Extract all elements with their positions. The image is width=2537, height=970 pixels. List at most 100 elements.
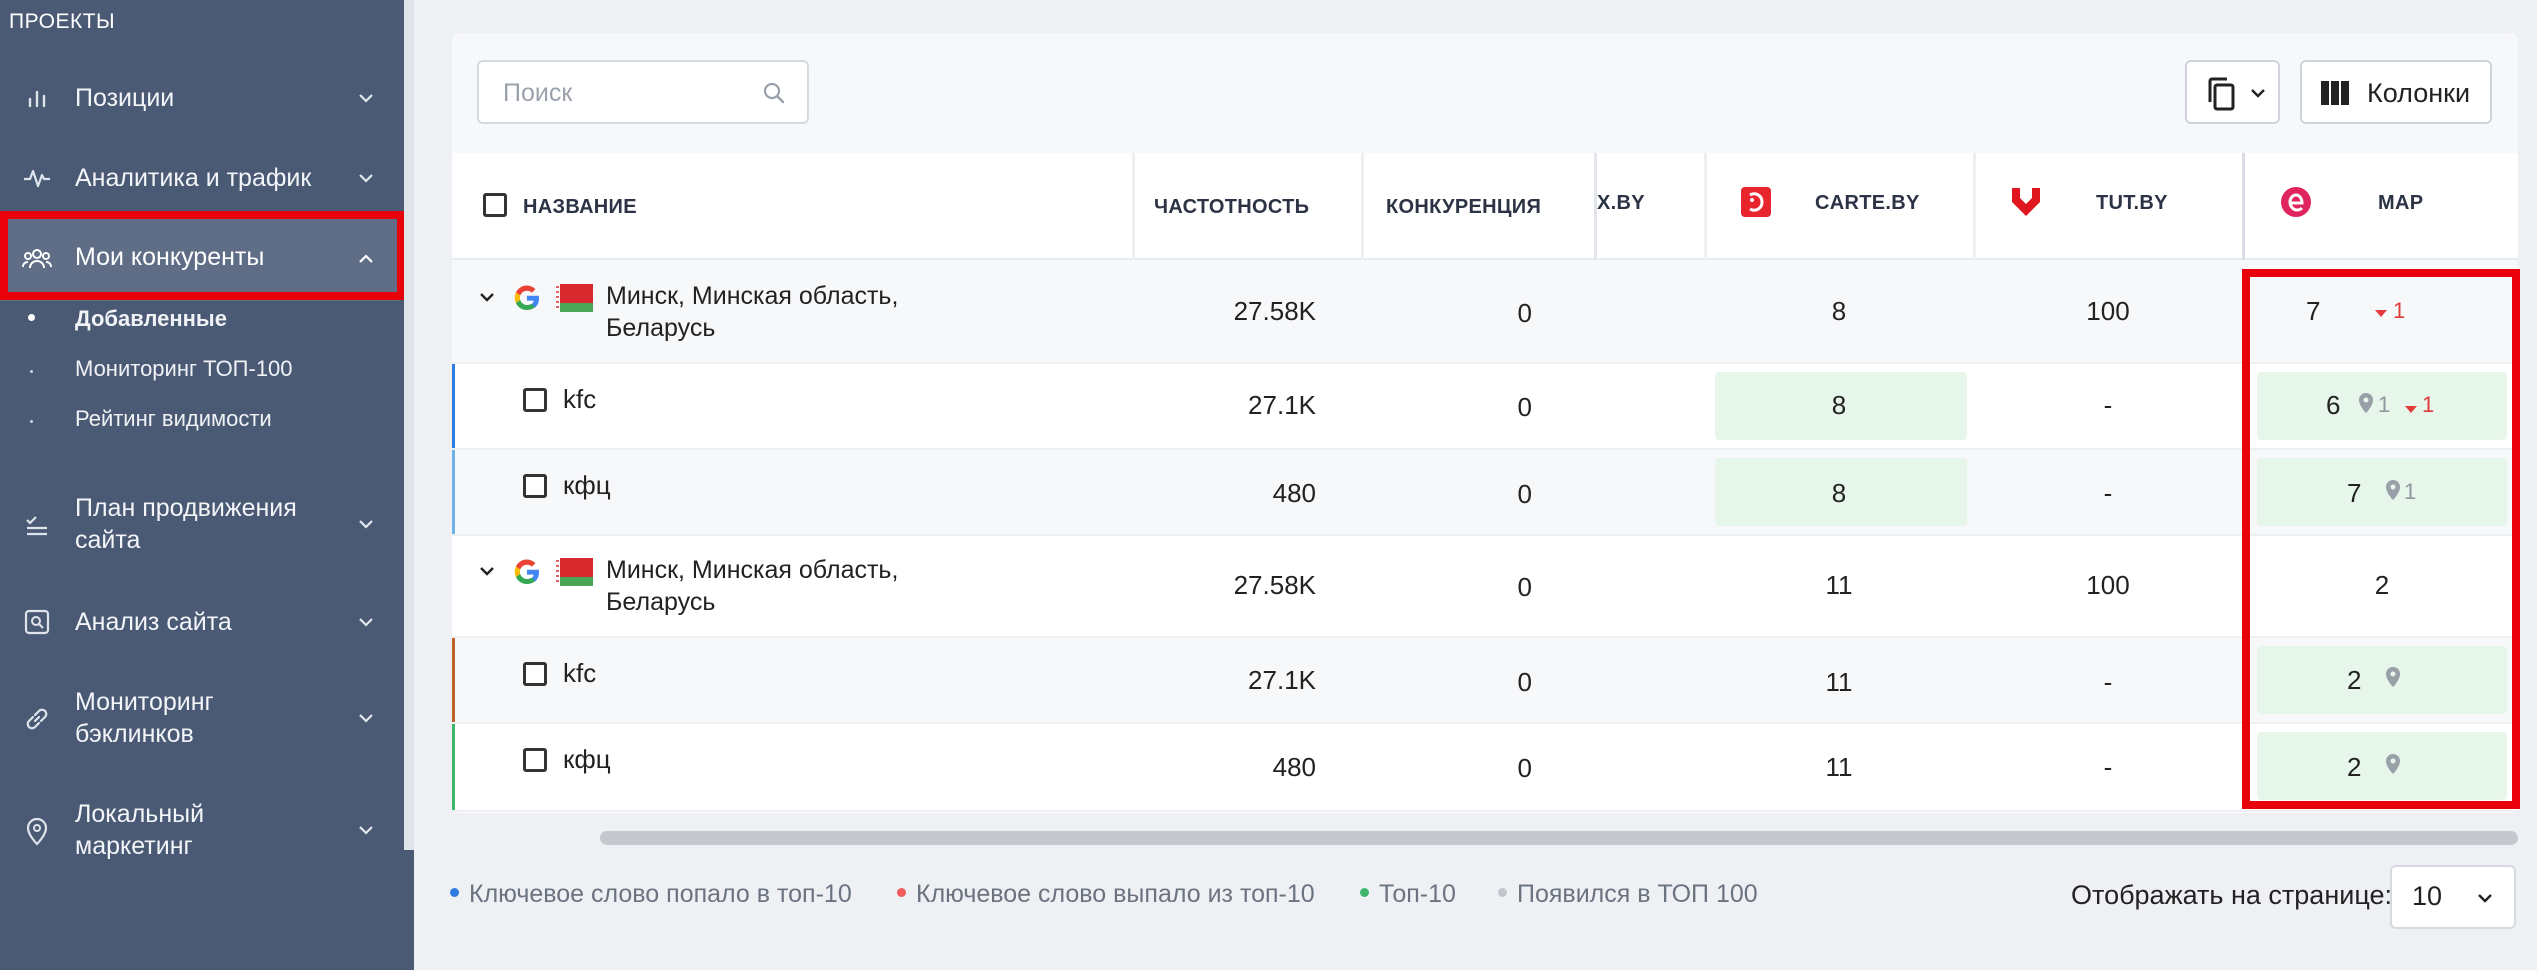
sidebar-item-analytics[interactable]: Аналитика и трафик bbox=[0, 160, 400, 196]
region-name: Беларусь bbox=[606, 314, 716, 342]
site-search-icon bbox=[20, 605, 54, 639]
header-partial-column[interactable]: X.BY bbox=[1597, 192, 1645, 214]
frequency-value: 480 bbox=[1272, 752, 1316, 782]
sidebar-item-backlinks[interactable]: Мониторинг бэклинков bbox=[0, 686, 400, 750]
columns-label: Колонки bbox=[2367, 78, 2471, 108]
map-position: 7 bbox=[2347, 478, 2362, 508]
table-row[interactable] bbox=[452, 638, 2518, 724]
status-bar bbox=[452, 638, 455, 722]
table-row-group[interactable] bbox=[452, 260, 2518, 364]
search-box[interactable] bbox=[477, 60, 809, 124]
google-icon bbox=[512, 557, 542, 592]
sidebar-subitem-top100[interactable]: Мониторинг ТОП-100 bbox=[75, 356, 293, 381]
bar-chart-icon bbox=[20, 81, 54, 115]
tut-position: - bbox=[2103, 752, 2113, 782]
legend-item: Появился в ТОП 100 bbox=[1498, 880, 1758, 909]
sidebar-subitem-visibility[interactable]: Рейтинг видимости bbox=[75, 406, 272, 431]
header-competition[interactable]: КОНКУРЕНЦИЯ bbox=[1386, 196, 1542, 218]
region-name: Минск, Минская область, bbox=[606, 556, 899, 584]
sidebar-item-label: бэклинков bbox=[75, 720, 194, 748]
top10-cell-bg bbox=[2257, 732, 2507, 800]
keyword: kfc bbox=[563, 658, 597, 688]
table-row-group[interactable] bbox=[452, 536, 2518, 638]
table-row[interactable] bbox=[452, 364, 2518, 450]
blue-dot-icon bbox=[450, 887, 459, 897]
search-icon[interactable] bbox=[761, 80, 787, 111]
sidebar-item-label: маркетинг bbox=[75, 832, 193, 860]
keyword: kfc bbox=[563, 384, 597, 414]
row-checkbox[interactable] bbox=[523, 748, 547, 772]
sidebar-item-positions[interactable]: Позиции bbox=[0, 80, 400, 116]
chevron-up-icon bbox=[354, 247, 378, 271]
region-name: Беларусь bbox=[606, 588, 716, 616]
sidebar-item-label: Аналитика и трафик bbox=[75, 164, 312, 192]
sidebar-item-plan[interactable]: План продвижения сайта bbox=[0, 492, 400, 556]
sidebar-item-label: Анализ сайта bbox=[75, 608, 232, 636]
users-icon bbox=[20, 242, 54, 276]
status-bar bbox=[452, 364, 455, 448]
keyword: кфц bbox=[563, 470, 611, 500]
red-dot-icon bbox=[897, 887, 906, 897]
sidebar-item-site-analysis[interactable]: Анализ сайта bbox=[0, 604, 400, 640]
header-frequency[interactable]: ЧАСТОТНОСТЬ bbox=[1154, 196, 1310, 218]
row-checkbox[interactable] bbox=[523, 662, 547, 686]
top10-cell-bg bbox=[2257, 646, 2507, 714]
per-page-select[interactable]: 10 bbox=[2390, 865, 2516, 929]
sidebar-section-title: ПРОЕКТЫ bbox=[9, 10, 116, 33]
sidebar-item-local-marketing[interactable]: Локальный маркетинг bbox=[0, 798, 400, 862]
sidebar-item-label: План продвижения bbox=[75, 494, 297, 522]
competition-value: 0 bbox=[1517, 572, 1532, 602]
row-checkbox[interactable] bbox=[523, 474, 547, 498]
header-carte[interactable]: CARTE.BY bbox=[1815, 192, 1920, 214]
table-row[interactable] bbox=[452, 724, 2518, 812]
table-row[interactable] bbox=[452, 450, 2518, 536]
chevron-down-icon bbox=[354, 706, 378, 730]
gray-dot-icon bbox=[1498, 887, 1507, 897]
tut-logo-icon bbox=[2010, 186, 2042, 223]
select-all-checkbox[interactable] bbox=[483, 193, 507, 217]
frequency-value: 480 bbox=[1272, 478, 1316, 508]
horizontal-scrollbar[interactable] bbox=[600, 831, 2518, 845]
map-pin-icon bbox=[2384, 664, 2402, 693]
header-name[interactable]: НАЗВАНИЕ bbox=[523, 196, 637, 218]
carte-position: 8 bbox=[1831, 478, 1847, 508]
top10-cell-bg bbox=[1715, 372, 1967, 440]
competitors-highlight bbox=[0, 211, 405, 300]
sidebar-item-label: Мониторинг bbox=[75, 688, 214, 716]
map-pin-count: 1 bbox=[2378, 392, 2391, 417]
search-input[interactable] bbox=[501, 72, 745, 114]
sidebar: ПРОЕКТЫ Позиции Аналитика и трафик Мои к… bbox=[0, 0, 414, 970]
top10-cell-bg bbox=[2257, 458, 2507, 526]
competition-value: 0 bbox=[1517, 479, 1532, 509]
header-tut[interactable]: TUT.BY bbox=[2096, 192, 2168, 214]
columns-icon bbox=[2320, 80, 2350, 111]
chevron-down-icon[interactable] bbox=[478, 562, 496, 585]
carte-logo-icon bbox=[1740, 186, 1772, 223]
copy-dropdown-button[interactable] bbox=[2185, 60, 2280, 124]
chevron-down-icon bbox=[354, 818, 378, 842]
competition-value: 0 bbox=[1517, 298, 1532, 328]
belarus-flag-icon bbox=[555, 558, 593, 591]
map-pin-count: 1 bbox=[2404, 479, 2417, 504]
sidebar-item-competitors[interactable]: Мои конкуренты bbox=[0, 217, 400, 301]
chevron-down-icon[interactable] bbox=[478, 288, 496, 311]
competition-value: 0 bbox=[1517, 753, 1532, 783]
link-icon bbox=[20, 702, 54, 736]
map-pin-icon bbox=[2357, 390, 2375, 419]
carte-position: 8 bbox=[1831, 296, 1847, 326]
legend-item: Ключевое слово попало в топ-10 bbox=[450, 880, 852, 909]
legend-label: Ключевое слово выпало из топ-10 bbox=[916, 880, 1315, 908]
chevron-down-icon bbox=[354, 86, 378, 110]
sidebar-subitem-added[interactable]: Добавленные bbox=[75, 306, 227, 331]
status-bar bbox=[452, 450, 455, 534]
row-checkbox[interactable] bbox=[523, 388, 547, 412]
legend-label: Топ-10 bbox=[1379, 880, 1456, 908]
down-arrow-icon bbox=[2404, 401, 2418, 419]
chevron-down-icon bbox=[2249, 84, 2267, 107]
frequency-value: 27.58K bbox=[1233, 296, 1316, 326]
google-icon bbox=[512, 283, 542, 318]
header-map[interactable]: MAP bbox=[2378, 192, 2424, 214]
columns-button[interactable]: Колонки bbox=[2300, 60, 2492, 124]
sidebar-scrollbar[interactable] bbox=[404, 0, 414, 850]
map-logo-icon bbox=[2280, 186, 2312, 223]
